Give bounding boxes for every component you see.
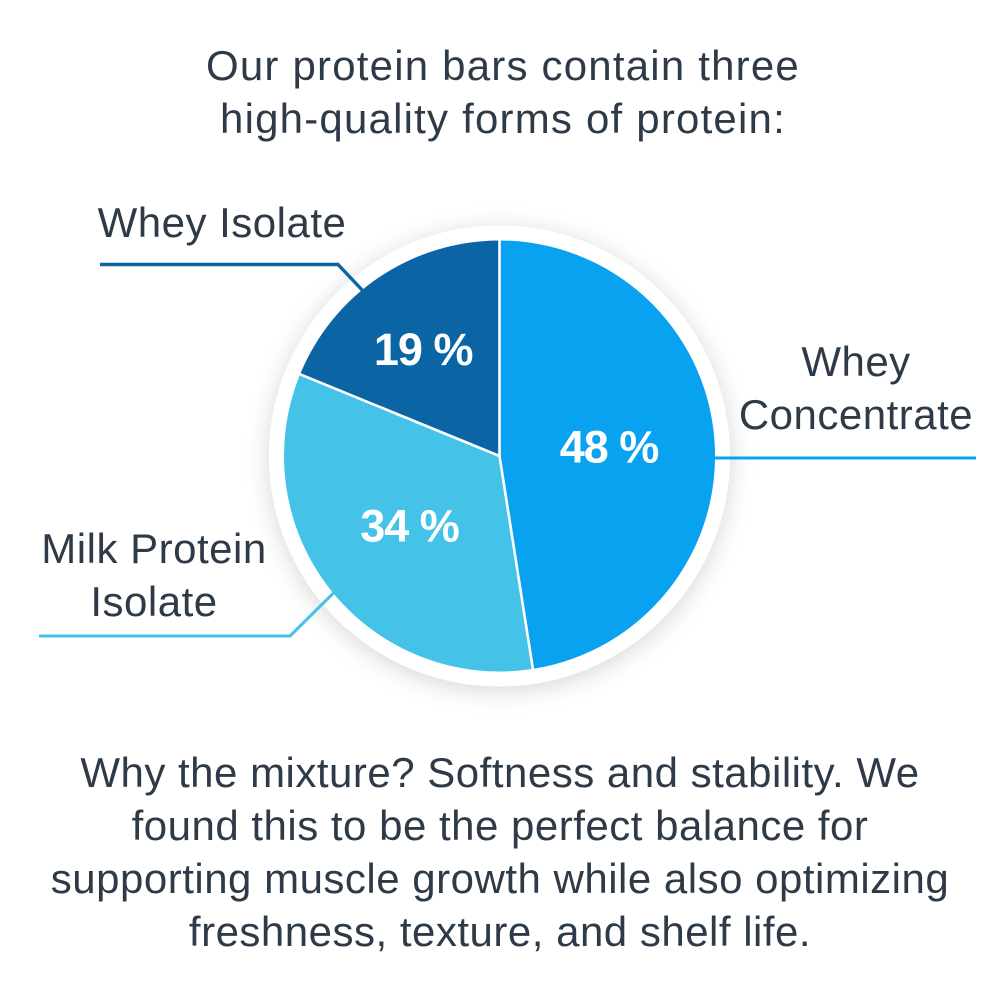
svg-text:19 %: 19 %	[374, 324, 473, 375]
svg-text:48 %: 48 %	[560, 422, 659, 473]
svg-text:34 %: 34 %	[360, 501, 459, 552]
